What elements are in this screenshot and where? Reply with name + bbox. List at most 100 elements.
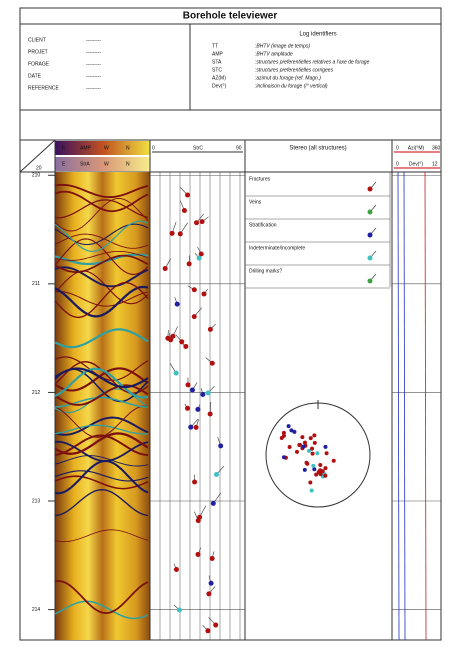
tadpole — [194, 425, 199, 430]
log-curve — [404, 172, 405, 640]
tadpole — [192, 480, 197, 485]
strc-max: 90 — [236, 145, 242, 151]
tadpole — [200, 219, 205, 224]
tadpole — [202, 291, 207, 296]
legend-symbol — [368, 210, 373, 215]
tadpole — [213, 623, 218, 628]
tadpole — [190, 387, 195, 392]
identifier-code: Dev(°) — [212, 83, 227, 89]
info-value: --------- — [86, 61, 101, 67]
tadpole — [170, 231, 175, 236]
dev-max: 12 — [432, 161, 438, 167]
tadpole — [174, 371, 179, 376]
info-label: DATE — [28, 73, 42, 79]
legend-symbol — [368, 279, 373, 284]
legend-symbol — [368, 187, 373, 192]
tadpole — [196, 518, 201, 523]
stereo-point — [323, 445, 327, 449]
image-header: N — [126, 145, 130, 151]
tadpole — [196, 552, 201, 557]
identifiers-title: Log identifiers — [299, 32, 336, 38]
info-value: --------- — [86, 37, 101, 43]
legend-label: Veins — [249, 199, 262, 205]
info-label: PROJET — [28, 49, 48, 55]
identifier-text: :azimut du forage (ref. Magn.) — [255, 75, 321, 81]
tadpole — [177, 607, 182, 612]
depth-label: 210 — [32, 173, 41, 179]
tadpole — [208, 327, 213, 332]
tadpole — [210, 556, 215, 561]
tadpole — [183, 344, 188, 349]
tadpole — [195, 407, 200, 412]
tadpole — [163, 266, 168, 271]
stereo-point — [305, 461, 309, 465]
azi-name: Azi(°M) — [408, 145, 425, 151]
image-header: W — [104, 145, 109, 151]
tadpole — [197, 256, 202, 261]
image-header: N — [126, 161, 130, 167]
info-label: FORAGE — [28, 61, 50, 67]
stereo-header: Stereo (all structures) — [289, 146, 346, 152]
tadpole — [178, 231, 183, 236]
legend-label: Stratification — [249, 222, 277, 228]
tadpole — [208, 411, 213, 416]
legend-label: Drilling marks? — [249, 268, 282, 274]
dev-name: Dev(°) — [409, 161, 424, 167]
depth-label: 214 — [32, 607, 41, 613]
stereo-point — [287, 424, 291, 428]
dev-min: 0 — [396, 161, 399, 167]
stereo-point — [302, 445, 306, 449]
info-label: CLIENT — [28, 37, 46, 43]
legend-label: Fractures — [249, 176, 271, 182]
identifier-code: STC — [212, 67, 222, 73]
tadpole — [206, 591, 211, 596]
legend-symbol — [368, 233, 373, 238]
stereo-point — [280, 436, 284, 440]
tadpole — [205, 628, 210, 633]
stereo-point — [310, 447, 314, 451]
stereo-point — [323, 474, 327, 478]
image-header: StrA — [80, 161, 90, 167]
identifier-text: :inclinaison du forage (/° vertical) — [255, 83, 328, 89]
stereo-point — [315, 451, 319, 455]
tadpole — [206, 390, 211, 395]
tadpole — [192, 314, 197, 319]
tadpole — [192, 287, 197, 292]
stereo-point — [282, 455, 286, 459]
stereo-point — [318, 469, 322, 473]
stereo-point — [300, 435, 304, 439]
log-curve — [398, 172, 399, 640]
tadpole — [168, 337, 173, 342]
azi-min: 0 — [396, 145, 399, 151]
stereo-point — [292, 430, 296, 434]
identifier-text: :BHTV amplitude — [255, 51, 293, 57]
stereo-point — [332, 459, 336, 463]
stereo-point — [288, 445, 292, 449]
azi-max: 360 — [432, 145, 441, 151]
stereo-point — [297, 443, 301, 447]
stereo-point — [318, 463, 322, 467]
title: Borehole televiewer — [183, 11, 278, 22]
stereo-point — [311, 464, 315, 468]
strc-name: StrC — [193, 145, 203, 151]
depth-label: 212 — [32, 390, 41, 396]
tadpole — [210, 361, 215, 366]
stereo-point — [312, 433, 316, 437]
info-value: --------- — [86, 85, 101, 91]
depth-header: 20 — [36, 165, 42, 171]
stereo-point — [313, 441, 317, 445]
tadpole — [200, 392, 205, 397]
image-header: W — [104, 161, 109, 167]
stereo-point — [282, 431, 286, 435]
depth-label: 211 — [32, 281, 40, 287]
tadpole — [175, 302, 180, 307]
depth-label: 213 — [32, 498, 41, 504]
log-page: Borehole televiewer Log identifiers 20 S… — [0, 0, 461, 646]
identifier-code: STA — [212, 59, 222, 65]
stereo-point — [303, 468, 307, 472]
tadpole — [185, 193, 190, 198]
info-value: --------- — [86, 73, 101, 79]
identifier-code: TT — [212, 43, 218, 49]
identifier-text: :structures preferentielles relatives a … — [255, 59, 370, 65]
identifier-code: AZ(M) — [212, 75, 226, 81]
